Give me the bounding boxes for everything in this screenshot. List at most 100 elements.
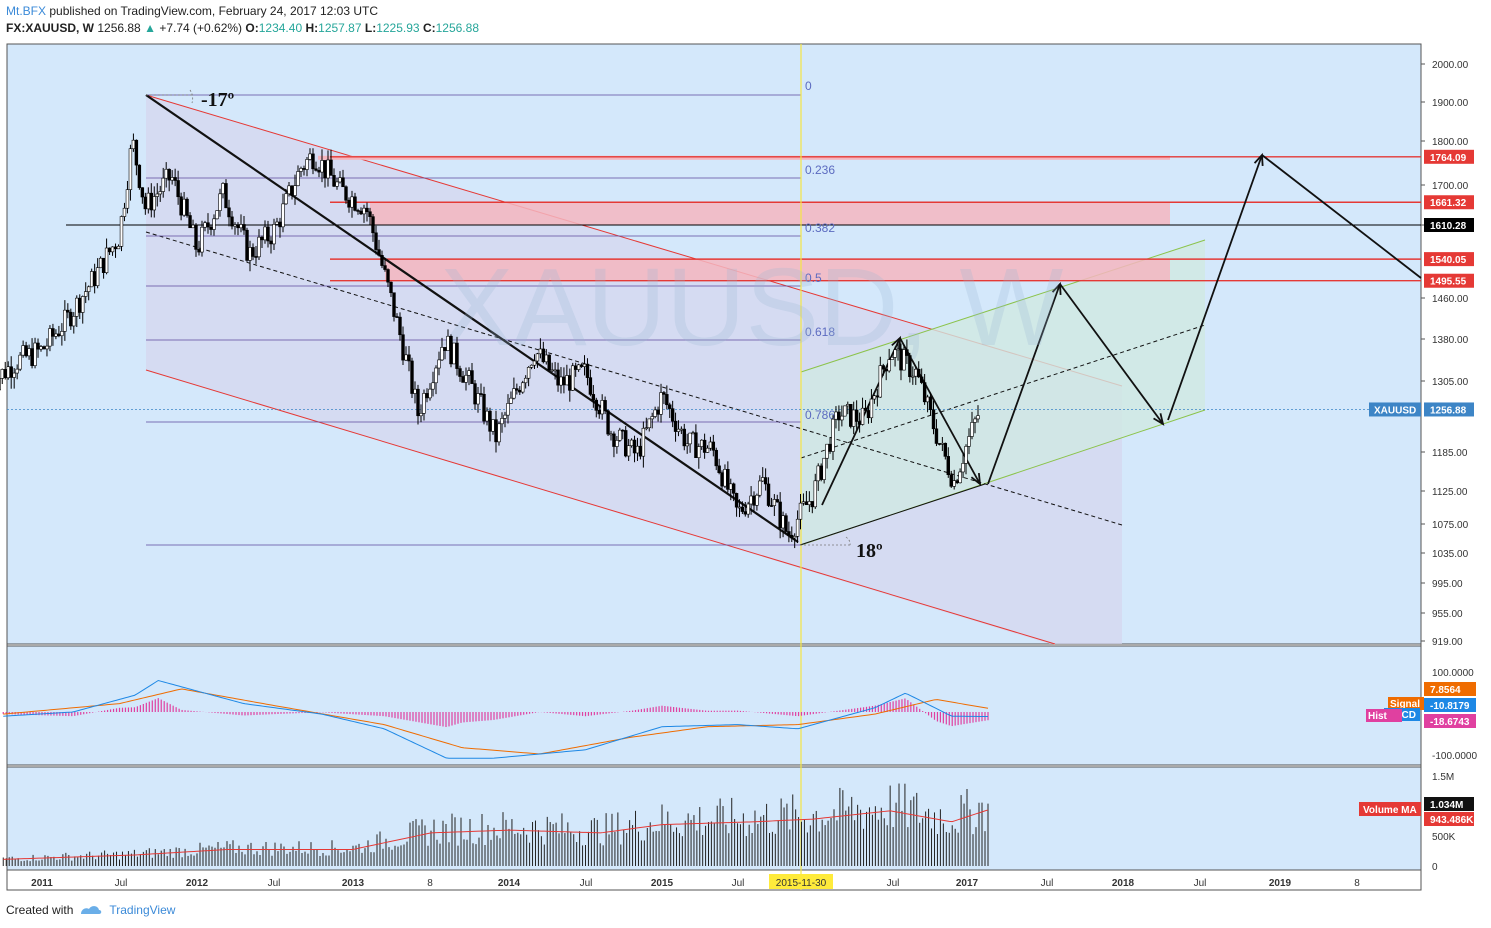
resistance-zone-top — [318, 155, 1170, 160]
candle-body — [573, 365, 578, 370]
price-tick-label: 1800.00 — [1432, 137, 1469, 148]
candle-body — [731, 483, 736, 494]
time-tick-label: 2014 — [498, 878, 521, 889]
tradingview-link[interactable]: TradingView — [109, 903, 176, 917]
candle-body — [624, 430, 628, 457]
candle-body — [84, 291, 88, 297]
candle-body — [161, 177, 165, 192]
price-tag-label-0: 1764.09 — [1430, 153, 1467, 164]
price-tag-label-5: 1256.88 — [1430, 405, 1467, 416]
candle-body — [203, 222, 207, 228]
candle-body — [257, 236, 261, 258]
candle-body — [173, 177, 177, 181]
candle-body — [27, 348, 31, 357]
candle-body — [320, 160, 324, 173]
candle-body — [526, 367, 531, 379]
candle-body — [242, 224, 246, 231]
candle-body — [69, 311, 73, 327]
macd-tick-label: 100.0000 — [1432, 668, 1474, 679]
candle-body — [416, 388, 420, 417]
candle-body — [185, 198, 189, 216]
candle-body — [550, 369, 554, 372]
candle-body — [781, 515, 785, 529]
candle-body — [881, 365, 885, 370]
candle-body — [377, 249, 381, 256]
candle-body — [632, 439, 637, 454]
candle-body — [600, 400, 604, 415]
author-link[interactable]: Mt.BFX — [6, 4, 47, 18]
time-axis-bg — [7, 870, 1421, 890]
candle-body — [422, 393, 426, 414]
candle-body — [42, 346, 46, 350]
angle-label-down: -17º — [201, 89, 235, 111]
macd-tag-2 — [1424, 714, 1476, 728]
created-with-text: Created with — [6, 903, 74, 917]
candle-body — [940, 442, 945, 445]
candle-body — [110, 246, 115, 253]
candle-body — [964, 446, 968, 464]
candle-body — [896, 348, 900, 351]
price-tick-label: 1035.00 — [1432, 549, 1469, 560]
candle-body — [488, 410, 492, 432]
time-tick-label: Jul — [268, 878, 281, 889]
price-tick-label: 1460.00 — [1432, 294, 1469, 305]
candle-body — [0, 378, 1, 391]
high-label: H: — [305, 21, 319, 35]
candle-body — [854, 409, 859, 422]
candle-body — [428, 388, 432, 399]
candle-body — [506, 403, 510, 416]
candle-body — [792, 536, 797, 539]
candle-body — [804, 501, 809, 506]
candle-body — [708, 441, 713, 449]
candle-body — [329, 159, 333, 176]
time-tick-label: 2011 — [31, 878, 53, 889]
candle-body — [917, 368, 921, 378]
candle-body — [413, 388, 417, 394]
candle-body — [158, 191, 162, 195]
candle-body — [476, 393, 480, 405]
candle-body — [702, 439, 707, 453]
volume-ma-line — [3, 809, 989, 860]
candle-body — [843, 405, 847, 417]
candle-body — [146, 192, 151, 210]
candle-body — [239, 224, 243, 229]
price-tick-label: 1900.00 — [1432, 98, 1469, 109]
candle-body — [919, 376, 924, 383]
candle-body — [81, 296, 85, 313]
time-tick-label: 2015-11-30 — [776, 878, 827, 889]
candle-body — [251, 247, 255, 257]
candle-body — [899, 348, 903, 371]
candle-body — [317, 170, 321, 173]
candle-body — [621, 429, 625, 432]
candle-body — [78, 297, 82, 313]
candle-body — [248, 247, 252, 261]
candle-body — [822, 457, 826, 480]
candle-body — [807, 501, 812, 506]
candle-body — [356, 210, 360, 212]
candle-body — [137, 164, 142, 188]
candle-body — [30, 348, 34, 366]
candle-body — [585, 363, 590, 378]
symbol-label: FX:XAUUSD, W — [6, 21, 94, 35]
candle-body — [866, 410, 871, 419]
candle-body — [515, 388, 519, 391]
candle-body — [36, 342, 40, 350]
candle-body — [659, 392, 663, 415]
price-tag-1 — [1424, 195, 1474, 210]
candle-body — [952, 480, 956, 487]
low-label: L: — [364, 21, 377, 35]
fib-label-0: 0 — [805, 79, 812, 93]
candle-body — [668, 404, 672, 409]
candle-body — [365, 207, 369, 213]
price-tag-0 — [1424, 149, 1474, 164]
candle-body — [57, 333, 61, 337]
candle-body — [752, 495, 756, 506]
candle-body — [398, 316, 402, 336]
fib-label-2: 0.382 — [805, 221, 835, 235]
candle-body — [179, 196, 183, 216]
price-tag-4 — [1424, 273, 1474, 288]
downtrend-line — [145, 94, 799, 543]
candle-body — [834, 411, 838, 420]
candle-body — [119, 216, 124, 247]
